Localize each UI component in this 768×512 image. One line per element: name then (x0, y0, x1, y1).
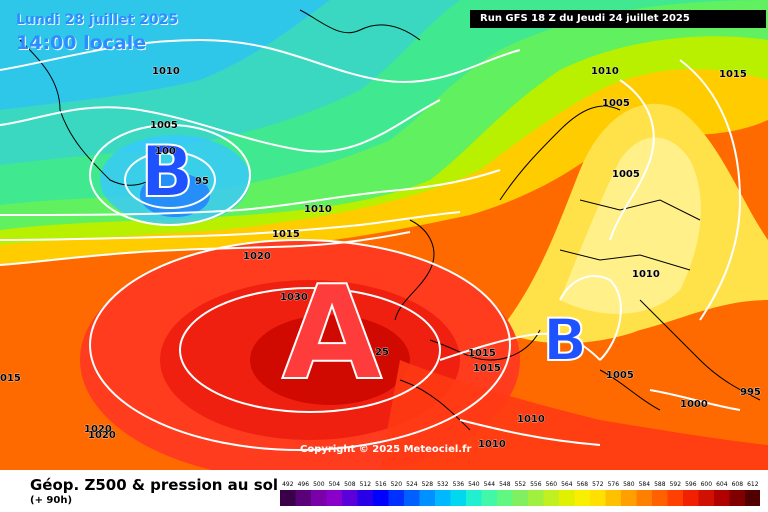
scale-tick-label: 544 (484, 481, 496, 488)
scale-tick-label: 504 (329, 481, 341, 488)
scale-swatch (280, 490, 296, 506)
forecast-local-time: 14:00 locale (16, 32, 147, 54)
scale-swatch (574, 490, 590, 506)
isobar-label: 1000 (680, 399, 708, 410)
scale-swatch (326, 490, 342, 506)
scale-swatch (636, 490, 652, 506)
isobar-label: 1010 (632, 269, 660, 280)
scale-tick-label: 584 (639, 481, 651, 488)
scale-swatch (295, 490, 311, 506)
scale-swatch (714, 490, 730, 506)
scale-swatch (466, 490, 482, 506)
scale-swatch (652, 490, 668, 506)
pressure-centres: B A B 1010 1005 100 95 1010 1015 1020 10… (0, 66, 761, 451)
scale-tick-label: 608 (732, 481, 744, 488)
scale-tick-label: 492 (282, 481, 294, 488)
scale-swatch (590, 490, 606, 506)
scale-tick-label: 500 (313, 481, 325, 488)
low-pressure-symbol-italy: B (543, 306, 587, 374)
copyright-notice: Copyright © 2025 Meteociel.fr (300, 444, 472, 455)
isobar-label: 1015 (473, 363, 501, 374)
isobar-label: 1005 (150, 120, 178, 131)
scale-swatch (342, 490, 358, 506)
scale-tick-label: 548 (499, 481, 511, 488)
isobar-label: 25 (375, 347, 389, 358)
scale-swatch (683, 490, 699, 506)
scale-tick-label: 604 (716, 481, 728, 488)
low-pressure-symbol-greenland: B (140, 131, 193, 213)
scale-tick-label: 508 (344, 481, 356, 488)
isobar-label: 1020 (243, 251, 271, 262)
scale-swatch (698, 490, 714, 506)
scale-swatch (528, 490, 544, 506)
scale-tick-label: 596 (685, 481, 697, 488)
scale-swatch (512, 490, 528, 506)
scale-tick-label: 612 (747, 481, 759, 488)
isobar-label: 1010 (152, 66, 180, 77)
isobar-label: 1015 (272, 229, 300, 240)
isobar-label: 95 (195, 176, 209, 187)
scale-swatch (450, 490, 466, 506)
scale-swatch (729, 490, 745, 506)
scale-swatch (373, 490, 389, 506)
isobar-label: 995 (740, 387, 761, 398)
scale-swatch (559, 490, 575, 506)
isobar-label: 1005 (612, 169, 640, 180)
scale-tick-label: 536 (453, 481, 465, 488)
scale-swatch (605, 490, 621, 506)
scale-tick-label: 576 (608, 481, 620, 488)
scale-tick-label: 588 (654, 481, 666, 488)
scale-swatch (388, 490, 404, 506)
isobar-label: 1030 (280, 292, 308, 303)
map-canvas (0, 0, 768, 470)
scale-swatch (497, 490, 513, 506)
isobar-label: 1005 (606, 370, 634, 381)
scale-swatch (404, 490, 420, 506)
isobar-label: 1005 (602, 98, 630, 109)
isobar-label: 1020 (84, 424, 112, 435)
scale-tick-label: 600 (701, 481, 713, 488)
scale-tick-label: 560 (546, 481, 558, 488)
scale-tick-label: 496 (298, 481, 310, 488)
scale-tick-label: 572 (592, 481, 604, 488)
scale-swatch (745, 490, 760, 506)
scale-tick-label: 556 (530, 481, 542, 488)
scale-tick-label: 592 (670, 481, 682, 488)
weather-map: Lundi 28 juillet 2025 14:00 locale Run G… (0, 0, 768, 470)
isobar-label: 1010 (478, 439, 506, 450)
isobar-label: 1015 (719, 69, 747, 80)
scale-tick-label: 532 (437, 481, 449, 488)
isobar-label: 015 (0, 373, 21, 384)
scale-swatch (357, 490, 373, 506)
scale-tick-label: 564 (561, 481, 573, 488)
isobar-label: 1010 (517, 414, 545, 425)
scale-tick-label: 552 (515, 481, 527, 488)
isobar-label: 100 (155, 146, 176, 157)
scale-tick-label: 512 (360, 481, 372, 488)
high-pressure-symbol-atlantic: A (282, 257, 383, 409)
scale-swatch (481, 490, 497, 506)
isobar-label: 1015 (468, 348, 496, 359)
legend-subtitle: (+ 90h) (30, 495, 73, 506)
forecast-date: Lundi 28 juillet 2025 (16, 12, 179, 28)
geopotential-colour-scale: 492 496 500 504 508 512 516 520 524 528 532 536 540 5… (280, 481, 760, 506)
scale-tick-label: 516 (375, 481, 387, 488)
model-run-info: Run GFS 18 Z du Jeudi 24 juillet 2025 (470, 10, 766, 28)
scale-swatch (311, 490, 327, 506)
legend-title: Géop. Z500 & pression au sol (30, 476, 279, 494)
isobar-label: 1020 (88, 430, 116, 441)
scale-swatch (667, 490, 683, 506)
scale-tick-label: 568 (577, 481, 589, 488)
isobar-label: 1010 (304, 204, 332, 215)
scale-tick-label: 520 (391, 481, 403, 488)
scale-tick-label: 528 (422, 481, 434, 488)
scale-tick-label: 540 (468, 481, 480, 488)
scale-swatch (435, 490, 451, 506)
scale-swatch (419, 490, 435, 506)
scale-tick-label: 524 (406, 481, 418, 488)
scale-tick-label: 580 (623, 481, 635, 488)
isobar-label: 1010 (591, 66, 619, 77)
scale-swatch (621, 490, 637, 506)
scale-swatch (543, 490, 559, 506)
